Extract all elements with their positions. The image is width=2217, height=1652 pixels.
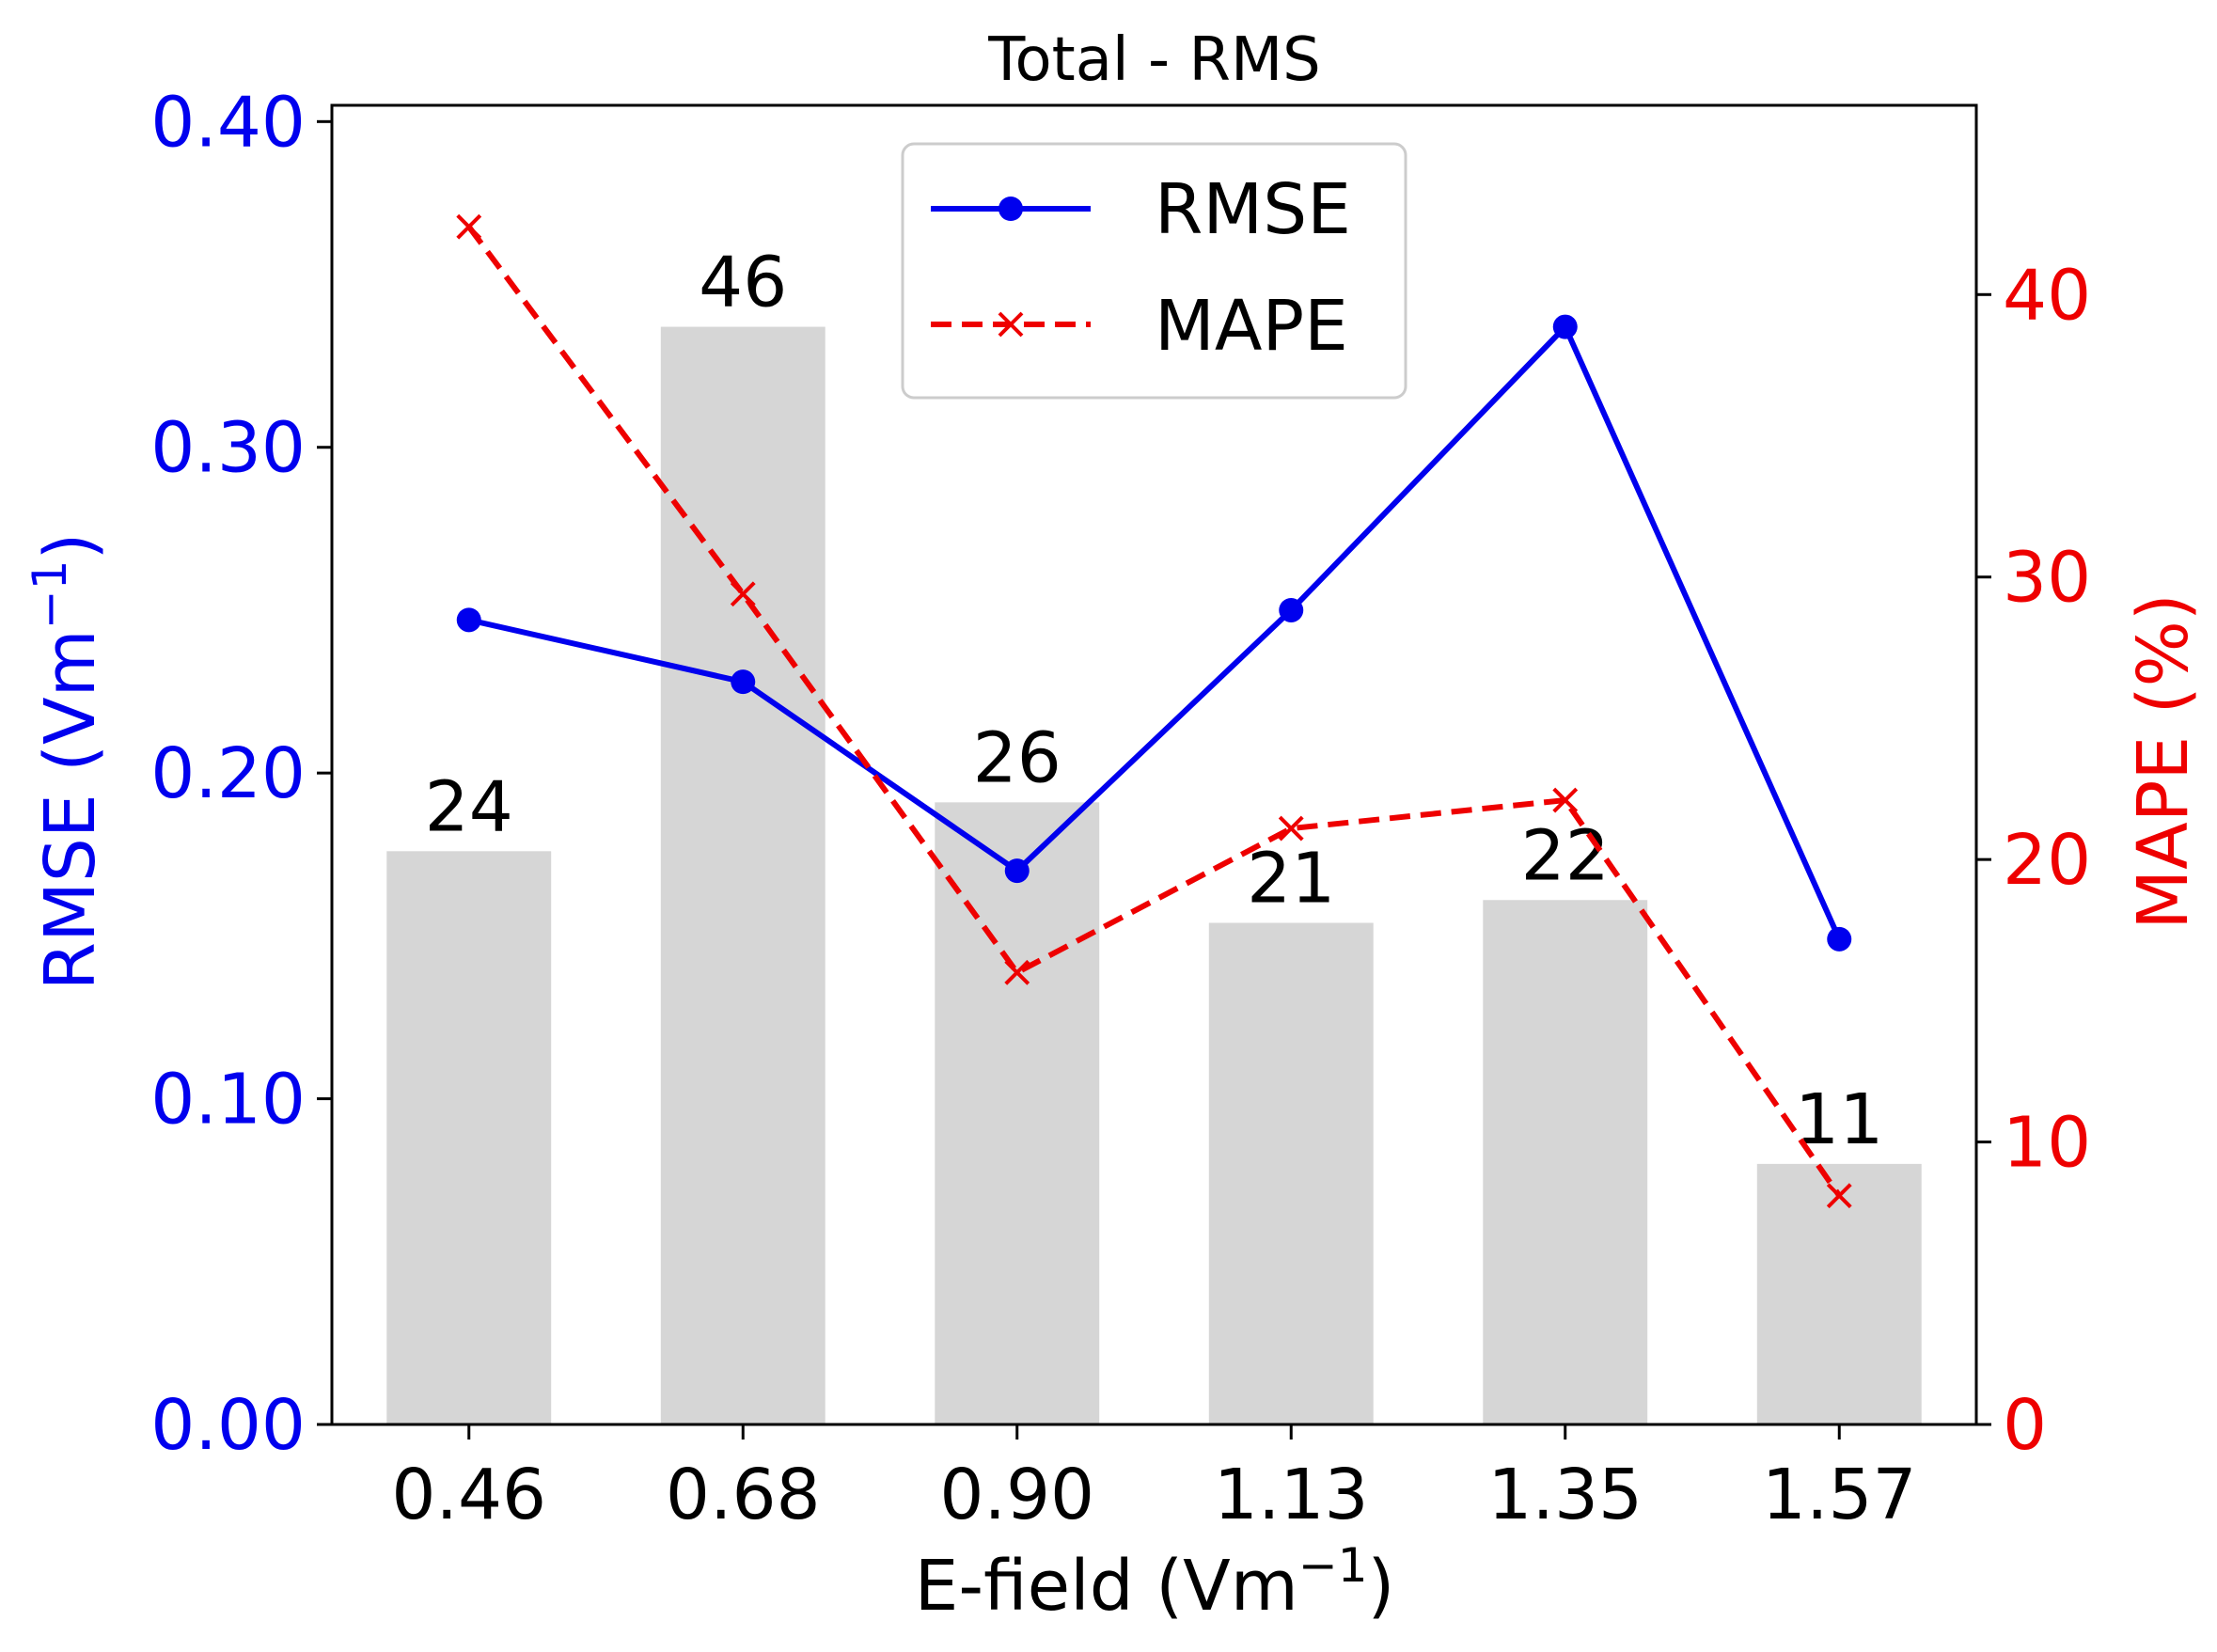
series-point-rmse-4	[1552, 314, 1578, 339]
x-tick-label-1: 0.68	[666, 1455, 821, 1535]
bar-label-1: 46	[699, 243, 787, 323]
bar-label-5: 11	[1795, 1079, 1883, 1160]
series-point-mape-0	[456, 213, 482, 240]
y2-axis-label: MAPE (%)	[2123, 593, 2204, 929]
y-tick-label-4: 0.40	[150, 82, 306, 163]
x-axis: 0.46 0.68 0.90 1.13 1.35 1.57	[391, 1424, 1917, 1535]
series-point-mape-2	[1004, 959, 1030, 985]
bar-group	[386, 326, 1922, 1424]
x-tick-label-4: 1.35	[1487, 1455, 1643, 1535]
bar-label-4: 22	[1521, 815, 1610, 896]
legend-entry-mape: MAPE	[1155, 286, 1348, 367]
bar-label-2: 26	[973, 717, 1061, 798]
bar-label-group: 24 46 26 21 22 11	[425, 243, 1884, 1160]
x-tick-label-2: 0.90	[939, 1455, 1094, 1535]
bar-label-3: 21	[1247, 839, 1335, 920]
bar-0	[386, 851, 552, 1424]
y-axis-left: 0.00 0.10 0.20 0.30 0.40	[150, 82, 332, 1466]
legend-rmse-marker	[998, 197, 1023, 221]
legend: RMSE MAPE	[901, 142, 1407, 400]
bar-4	[1483, 900, 1648, 1424]
y2-tick-label-1: 10	[2003, 1103, 2091, 1184]
series-line-rmse	[468, 323, 1842, 941]
bar-1	[660, 326, 825, 1424]
y2-tick-label-4: 40	[2003, 255, 2091, 336]
y-tick-label-2: 0.20	[150, 733, 306, 814]
bar-5	[1756, 1163, 1922, 1424]
series-group	[456, 213, 1852, 1209]
y-tick-label-1: 0.10	[150, 1060, 306, 1141]
y-axis-label: RMSE (Vm−1)	[23, 533, 111, 991]
legend-mape-marker	[998, 311, 1024, 338]
bar-3	[1208, 922, 1374, 1424]
series-line-mape	[466, 225, 1842, 1198]
chart-title: Total - RMS	[987, 25, 1321, 95]
y-tick-label-0: 0.00	[150, 1385, 306, 1466]
bar-2	[935, 802, 1100, 1424]
series-point-mape-5	[1826, 1183, 1852, 1209]
series-point-rmse-3	[1279, 597, 1304, 622]
x-tick-label-5: 1.57	[1762, 1455, 1917, 1535]
series-point-mape-1	[730, 581, 756, 607]
series-point-rmse-5	[1827, 926, 1852, 952]
series-point-mape-4	[1552, 787, 1579, 813]
x-axis-label: E-field (Vm−1)	[915, 1538, 1395, 1627]
y-tick-label-3: 0.30	[150, 408, 306, 489]
y2-tick-label-0: 0	[2003, 1385, 2047, 1466]
y2-tick-label-3: 30	[2003, 538, 2091, 619]
series-point-rmse-2	[1004, 858, 1030, 884]
y-axis-right: 0 10 20 30 40	[1976, 255, 2091, 1466]
bar-label-0: 24	[425, 766, 513, 847]
series-point-mape-3	[1278, 815, 1304, 842]
y2-tick-label-2: 20	[2003, 820, 2091, 901]
plot-frame	[330, 103, 1978, 1426]
series-point-rmse-0	[456, 607, 481, 633]
legend-entry-rmse: RMSE	[1155, 169, 1351, 250]
series-point-rmse-1	[731, 669, 756, 695]
x-tick-label-0: 0.46	[391, 1455, 546, 1535]
x-tick-label-3: 1.13	[1214, 1455, 1369, 1535]
